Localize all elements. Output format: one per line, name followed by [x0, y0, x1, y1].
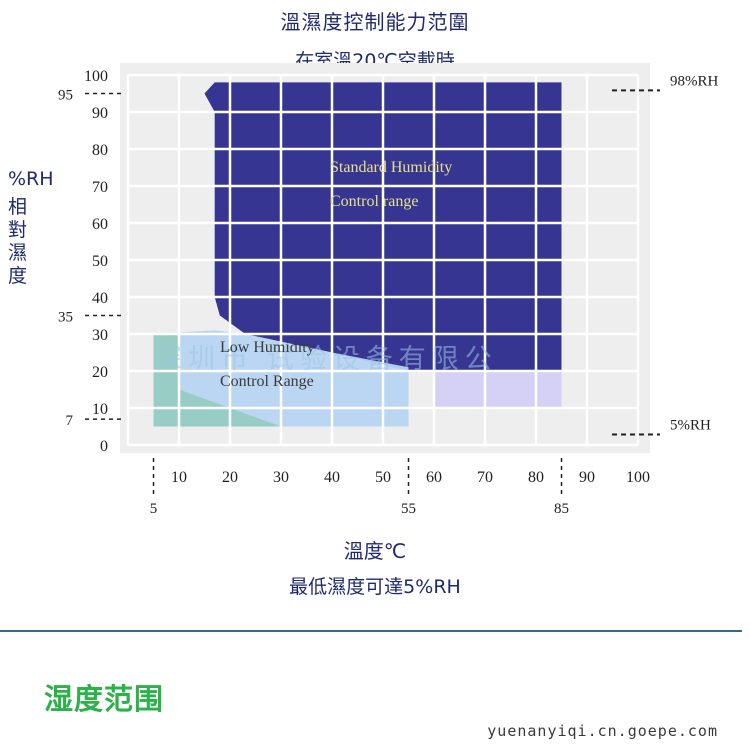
- y-marker-label: 95: [58, 88, 73, 104]
- region-label-line: Control Range: [220, 373, 314, 390]
- y-tick-label: 0: [100, 438, 108, 455]
- y-tick-label: 60: [92, 216, 108, 233]
- y-tick-label: 50: [92, 253, 108, 270]
- x-tick-label: 40: [324, 469, 340, 486]
- x-marker-label: 5: [150, 501, 158, 517]
- x-tick-label: 20: [222, 469, 238, 486]
- y-tick-label: 70: [92, 179, 108, 196]
- region-label-line: Low Humidity: [220, 339, 315, 356]
- y-tick-label: 90: [92, 105, 108, 122]
- region-labels: Standard Humidity Control range Low Humidi…: [220, 159, 452, 390]
- region-label-line: Standard Humidity: [330, 159, 452, 176]
- x-tick-label: 10: [171, 469, 187, 486]
- low-humidity-shade: [153, 334, 281, 427]
- watermark-text: 深圳市 试验设备有限公: [155, 344, 498, 374]
- region-label-line: Control range: [330, 193, 418, 210]
- right-marker-label: 98%RH: [670, 73, 719, 89]
- footer-url: yuenanyiqi.cn.goepe.com: [487, 722, 718, 740]
- y-marker-label: 35: [58, 310, 73, 326]
- section-divider: [0, 630, 742, 632]
- y-tick-label: 30: [92, 327, 108, 344]
- section-title: 湿度范围: [44, 682, 165, 716]
- x-tick-label: 90: [579, 469, 595, 486]
- watermark-layer: 深圳市 试验设备有限公: [155, 344, 498, 374]
- control-regions: [153, 82, 562, 427]
- y-tick-label: 100: [84, 68, 108, 85]
- y-tick-label: 80: [92, 142, 108, 159]
- humidity-temperature-chart: 深圳市 试验设备有限公 Standard Humidity Control ran…: [58, 63, 719, 517]
- region-2: [434, 371, 562, 408]
- y-tick-label: 40: [92, 290, 108, 307]
- y-marker-label: 7: [66, 413, 74, 429]
- chart-title: 溫濕度控制能力范圍: [280, 10, 470, 34]
- x-axis-label: 溫度℃: [343, 539, 407, 563]
- x-marker-label: 55: [401, 501, 416, 517]
- x-tick-label: 70: [477, 469, 493, 486]
- x-tick-label: 80: [528, 469, 544, 486]
- x-tick-label: 50: [375, 469, 391, 486]
- x-marker-label: 85: [554, 501, 569, 517]
- y-tick-label: 10: [92, 401, 108, 418]
- grid-lines: [126, 73, 640, 447]
- axis-ticks: 10 20 30 40 50 60 70 80 90 100 0 10 20 30 40 50 60 70 80 90…: [84, 68, 650, 486]
- y-tick-label: 20: [92, 364, 108, 381]
- right-marker-label: 5%RH: [670, 418, 711, 434]
- x-tick-label: 30: [273, 469, 289, 486]
- x-tick-label: 100: [626, 469, 650, 486]
- x-tick-label: 60: [426, 469, 442, 486]
- y-axis-label: %RH: [8, 168, 54, 190]
- x-axis-note: 最低濕度可達5%RH: [289, 576, 461, 598]
- y-axis-label-chinese: 相對濕度: [8, 196, 28, 287]
